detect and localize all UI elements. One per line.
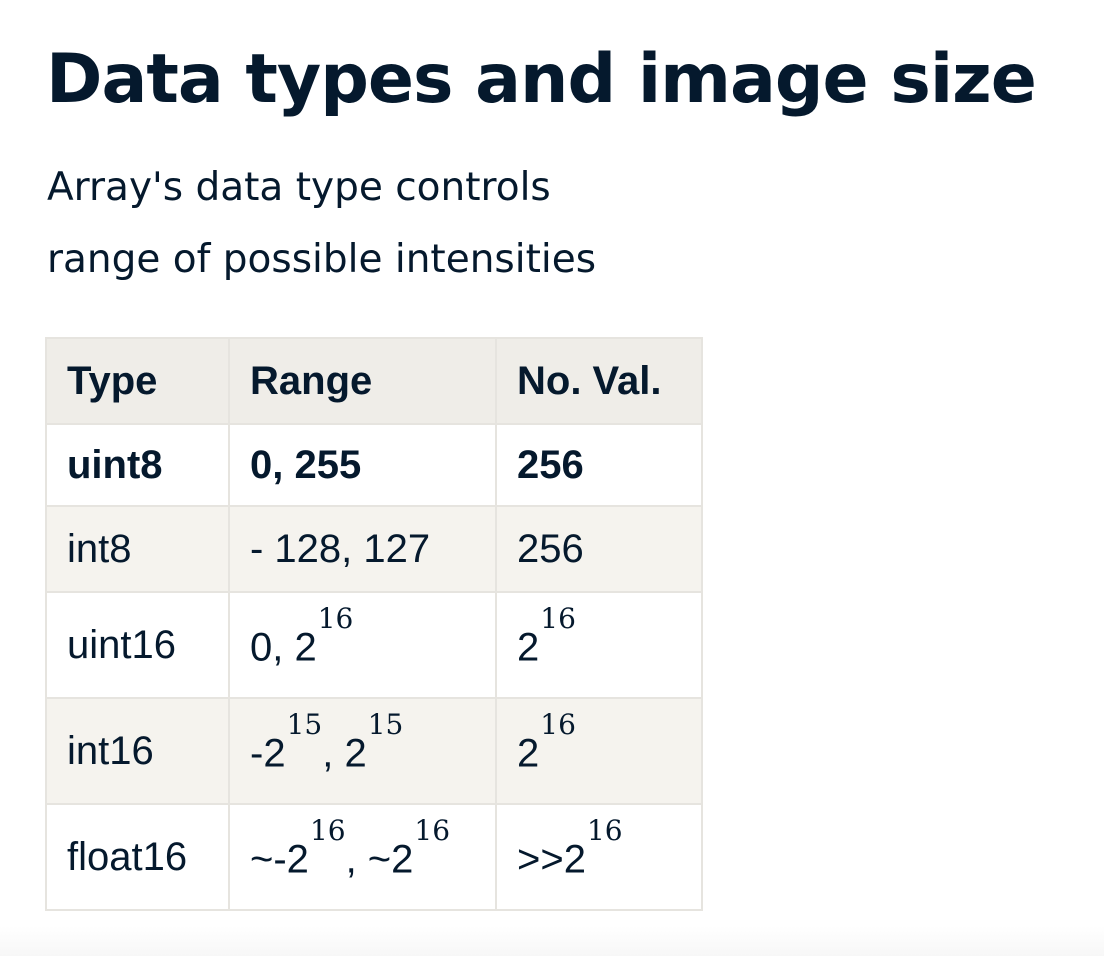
exponent: 16: [540, 707, 576, 741]
slide-title: Data types and image size: [46, 40, 1037, 119]
exponent: 16: [540, 601, 576, 635]
exponent: 16: [317, 601, 354, 635]
cell-range: 0, 255: [228, 423, 497, 507]
exponent: 15: [367, 707, 404, 741]
exponent: 16: [414, 813, 451, 847]
exponent: 16: [586, 813, 623, 847]
cell-range: - 128, 127: [228, 505, 497, 593]
cell-text: 256: [517, 526, 584, 571]
cell-no-val: 256: [495, 505, 703, 593]
cell-text: , ~2: [345, 837, 414, 882]
table-header-row: Type Range No. Val.: [45, 337, 703, 425]
subtitle-line: range of possible intensities: [47, 237, 597, 282]
bottom-shadow-strip: [0, 926, 1104, 956]
cell-range: ~-216, ~216: [228, 803, 497, 911]
cell-text: - 128, 127: [250, 526, 431, 571]
cell-type: float16: [45, 803, 230, 911]
cell-text: 256: [517, 442, 584, 487]
cell-text: -2: [250, 731, 286, 776]
cell-text: ~-2: [250, 837, 309, 882]
cell-no-val: 216: [495, 591, 703, 699]
cell-text: 0, 255: [250, 442, 362, 487]
cell-type: int16: [45, 697, 230, 805]
cell-range: 0, 216: [228, 591, 497, 699]
cell-no-val: 256: [495, 423, 703, 507]
table-row: uint16 0, 216 216: [45, 591, 703, 699]
cell-type: uint16: [45, 591, 230, 699]
table-row: int16 -215, 215 216: [45, 697, 703, 805]
table-row: int8 - 128, 127 256: [45, 505, 703, 593]
exponent: 16: [309, 813, 346, 847]
cell-range: -215, 215: [228, 697, 497, 805]
exponent: 15: [286, 707, 323, 741]
table-row: float16 ~-216, ~216 >>216: [45, 803, 703, 911]
cell-no-val: >>216: [495, 803, 703, 911]
header-type: Type: [45, 337, 230, 425]
header-no-val: No. Val.: [495, 337, 703, 425]
data-type-table: Type Range No. Val. uint8 0, 255 256 int…: [45, 337, 703, 911]
cell-text: >>2: [517, 837, 586, 882]
cell-text: 2: [517, 731, 540, 776]
cell-type: int8: [45, 505, 230, 593]
cell-text: 2: [517, 625, 540, 670]
table-row: uint8 0, 255 256: [45, 423, 703, 507]
cell-text: , 2: [322, 731, 367, 776]
header-range: Range: [228, 337, 497, 425]
slide-subtitle: Array's data type controls range of poss…: [47, 152, 596, 296]
cell-no-val: 216: [495, 697, 703, 805]
cell-type: uint8: [45, 423, 230, 507]
subtitle-line: Array's data type controls: [47, 165, 551, 210]
cell-text: 0, 2: [250, 625, 317, 670]
